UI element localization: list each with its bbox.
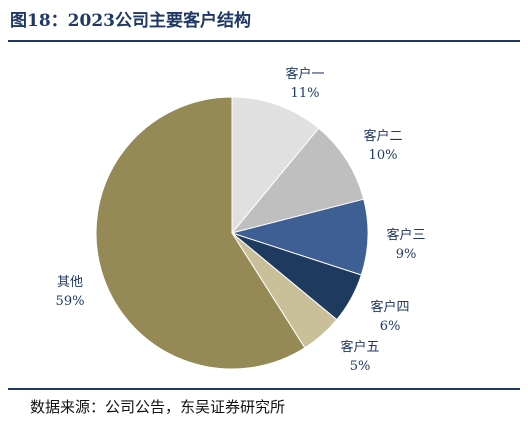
slice-value-label: 11% [291,86,320,101]
slice-value-label: 59% [56,294,85,309]
slice-value-label: 10% [369,148,398,163]
pie-slice [230,127,365,234]
slice-category-label: 客户五 [340,339,379,355]
slice-category-label: 客户一 [285,66,324,82]
pie-slice [231,96,320,235]
pie-slice [95,96,306,370]
source-note: 数据来源：公司公告，东吴证券研究所 [30,398,286,416]
slice-category-label: 客户四 [370,299,409,315]
slice-value-label: 9% [396,247,417,262]
chart-title: 图18：2023公司主要客户结构 [10,11,251,31]
slice-category-label: 客户二 [363,128,402,144]
slice-value-label: 6% [380,319,401,334]
title-rule [8,40,520,42]
slice-category-label: 其他 [57,275,83,290]
source-rule [8,388,520,390]
slice-value-label: 5% [350,359,371,374]
slice-category-label: 客户三 [386,227,425,243]
